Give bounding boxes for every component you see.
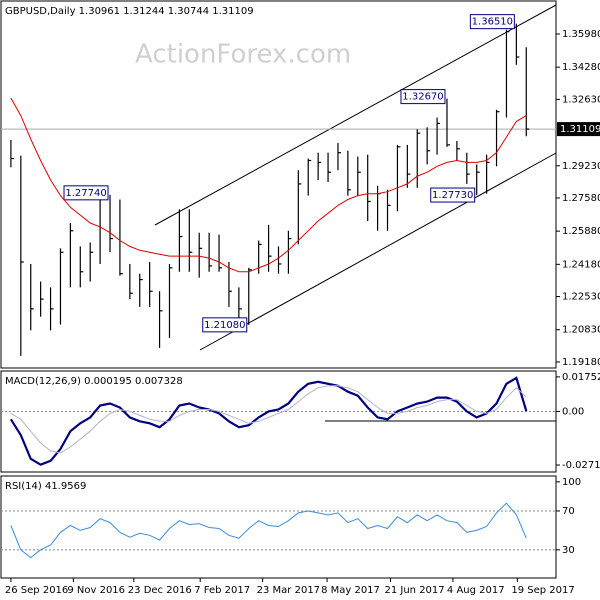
pane-title: RSI(14) 41.9569 [5, 481, 86, 492]
y-tick-label: 1.20830 [562, 325, 600, 336]
y-tick-label: 1.35980 [562, 29, 600, 40]
annotation-box [430, 187, 476, 203]
x-tick-label: 9 Nov 2016 [67, 585, 125, 596]
x-tick-label: 23 Mar 2017 [257, 585, 320, 596]
channel-line [199, 152, 557, 351]
annotation-box [63, 185, 109, 201]
y-tick-label: 1.25880 [562, 226, 600, 237]
x-tick-label: 4 Aug 2017 [447, 585, 505, 596]
x-tick-label: 23 Dec 2016 [128, 585, 192, 596]
y-tick-label: 70 [562, 506, 575, 517]
last-price-label: 1.31109 [560, 124, 600, 135]
series-line [10, 97, 527, 273]
annotation-label: 1.21080 [204, 320, 245, 331]
series-line [10, 502, 527, 559]
y-tick-label: 1.27580 [562, 193, 600, 204]
pane-title: GBPUSD,Daily 1.30961 1.31244 1.30744 1.3… [5, 6, 254, 17]
y-tick-label: -0.027169 [562, 460, 600, 471]
series-line [9, 376, 528, 466]
annotation-label: 1.32670 [402, 92, 443, 103]
x-tick-label: 8 May 2017 [321, 585, 380, 596]
y-tick-label: 1.29230 [562, 161, 600, 172]
watermark: ActionForex.com [135, 40, 351, 70]
y-tick-label: 0.017521 [562, 372, 600, 383]
series-line [10, 385, 527, 454]
y-tick-label: 1.32630 [562, 94, 600, 105]
pane-frame [0, 475, 557, 579]
y-tick-label: 30 [562, 545, 575, 556]
y-tick-label: 1.22530 [562, 292, 600, 303]
annotation-label: 1.27730 [432, 190, 473, 201]
x-tick-label: 26 Sep 2016 [5, 585, 68, 596]
last-price-box [557, 122, 600, 137]
x-tick-label: 7 Feb 2017 [194, 585, 250, 596]
annotation-box [469, 14, 515, 30]
y-tick-label: 1.24180 [562, 259, 600, 270]
x-tick-label: 19 Sep 2017 [511, 585, 574, 596]
annotation-label: 1.27740 [65, 188, 106, 199]
y-tick-label: 1.34280 [562, 62, 600, 73]
annotation-label: 1.36510 [472, 17, 513, 28]
x-tick-label: 21 Jun 2017 [384, 585, 444, 596]
pane-frame [0, 0, 557, 369]
channel-line [154, 4, 557, 226]
pane-title: MACD(12,26,9) 0.000195 0.007328 [5, 376, 183, 387]
y-tick-label: 1.19180 [562, 357, 600, 368]
annotation-box [400, 89, 446, 105]
annotation-box [202, 317, 248, 333]
y-tick-label: 0.00 [562, 406, 584, 417]
y-tick-label: 100 [562, 477, 581, 488]
